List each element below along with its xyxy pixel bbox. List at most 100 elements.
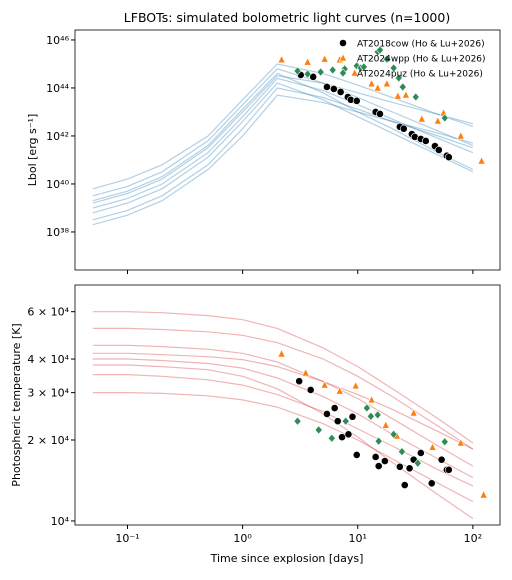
data-point <box>477 156 486 165</box>
legend-label: AT2024puz (Ho & Lu+2026) <box>357 70 483 80</box>
data-point <box>333 417 342 426</box>
y-tick-label: 10⁴² <box>46 130 69 143</box>
data-point <box>329 85 338 93</box>
model-curve <box>92 68 474 197</box>
data-point <box>381 420 390 429</box>
data-point <box>380 457 389 465</box>
data-point <box>401 90 410 99</box>
data-point <box>366 411 375 421</box>
data-point <box>301 368 310 377</box>
y-tick-label: 10⁴⁴ <box>46 82 69 95</box>
data-point <box>295 377 304 386</box>
data-point <box>330 404 339 412</box>
data-point <box>434 146 443 154</box>
data-point <box>306 386 315 394</box>
data-point <box>344 430 353 439</box>
y-axis-label: Lbol [erg s⁻¹] <box>26 114 39 187</box>
data-point <box>393 91 402 100</box>
data-point <box>338 433 346 442</box>
data-point <box>382 54 391 64</box>
data-point <box>316 67 325 77</box>
data-point <box>277 349 286 358</box>
data-point <box>397 447 406 457</box>
data-point <box>303 57 312 66</box>
model-curve <box>92 75 474 204</box>
chart-title: LFBOTs: simulated bolometric light curve… <box>124 10 450 25</box>
model-curve <box>92 87 474 221</box>
plot-area <box>92 45 486 226</box>
data-point <box>411 92 420 102</box>
model-curve <box>92 352 474 450</box>
data-point <box>373 83 382 92</box>
y-axis-label: Photospheric temperature [K] <box>10 323 23 486</box>
data-point <box>433 116 442 125</box>
data-point <box>323 83 331 91</box>
data-point <box>389 63 398 73</box>
y-tick-label: 4 × 10⁴ <box>27 353 69 366</box>
data-point <box>440 437 449 447</box>
y-tick-label: 10³⁸ <box>46 226 69 239</box>
data-point <box>394 73 403 83</box>
y-tick-label: 10⁴⁰ <box>46 178 69 191</box>
data-point <box>373 410 382 420</box>
data-point <box>328 65 337 75</box>
plot-area <box>92 311 488 520</box>
data-point <box>367 78 376 88</box>
model-curve <box>92 364 474 520</box>
model-curve <box>92 63 474 190</box>
data-point <box>293 416 302 426</box>
data-point <box>303 69 312 79</box>
data-point <box>320 54 329 63</box>
y-tick-label: 10⁴ <box>51 515 70 528</box>
data-point <box>323 410 331 418</box>
data-point <box>371 453 380 461</box>
model-curve <box>92 344 474 467</box>
data-point <box>314 425 323 435</box>
data-point <box>352 96 361 105</box>
data-point <box>359 62 368 72</box>
x-tick-label: 10¹ <box>349 532 367 545</box>
axes-frame <box>74 29 501 271</box>
data-point <box>405 464 414 473</box>
data-point <box>382 78 391 88</box>
data-point <box>351 381 360 390</box>
data-point <box>417 114 426 123</box>
data-point <box>339 68 347 78</box>
data-point <box>444 465 453 474</box>
model-curve <box>92 72 474 202</box>
data-point <box>437 455 446 464</box>
legend-label: AT2024wpp (Ho & Lu+2026) <box>357 55 486 65</box>
data-point <box>362 403 371 413</box>
data-point <box>338 53 348 62</box>
data-point <box>399 124 408 133</box>
data-point <box>428 442 437 451</box>
x-axis-label: Time since explosion [days] <box>210 552 364 565</box>
data-point <box>367 395 376 404</box>
data-point <box>339 39 347 47</box>
data-point <box>409 408 418 417</box>
data-point <box>395 462 404 471</box>
model-curve <box>92 311 474 444</box>
data-point <box>348 412 357 421</box>
data-point <box>456 438 465 447</box>
data-point <box>398 82 407 92</box>
data-point <box>350 68 359 77</box>
data-point <box>352 451 361 459</box>
data-point <box>277 54 286 64</box>
data-point <box>341 416 350 426</box>
data-point <box>479 490 488 499</box>
y-tick-label: 2 × 10⁴ <box>27 434 69 447</box>
model-curve <box>92 327 474 450</box>
data-point <box>374 436 383 446</box>
y-tick-label: 6 × 10⁴ <box>27 306 69 319</box>
data-point <box>400 481 409 489</box>
data-point <box>309 72 318 81</box>
model-curve <box>92 94 474 226</box>
data-point <box>374 462 383 470</box>
data-point <box>444 153 453 162</box>
data-point <box>327 433 336 443</box>
data-point <box>376 110 384 118</box>
data-point <box>352 61 361 71</box>
data-point <box>427 479 436 488</box>
